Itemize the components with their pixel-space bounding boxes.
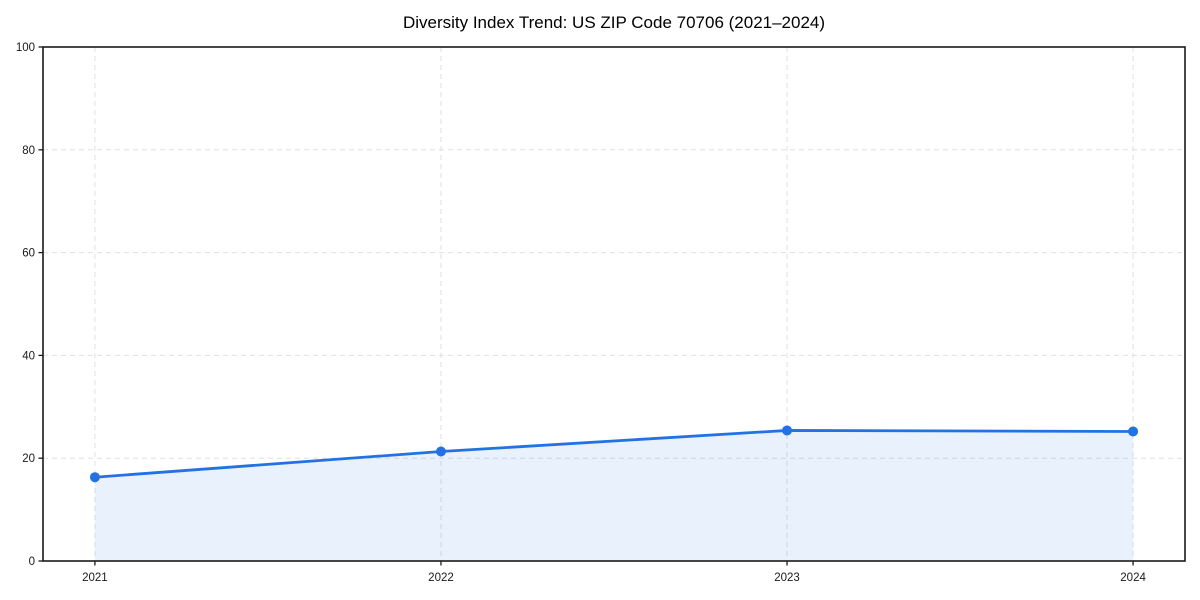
chart-title: Diversity Index Trend: US ZIP Code 70706…: [402, 13, 826, 32]
x-tick-label: 2023: [774, 572, 800, 584]
plot-border: [42, 46, 1186, 562]
data-point: [435, 446, 446, 457]
data-point: [89, 472, 100, 483]
x-tick-label: 2024: [1120, 572, 1146, 584]
y-tick-label: 20: [22, 453, 35, 465]
y-tick-label: 60: [22, 248, 35, 260]
trend-line: [93, 429, 1135, 479]
y-tick-label: 100: [16, 42, 35, 54]
area-fill: [94, 430, 1134, 561]
x-tick-label: 2021: [82, 572, 108, 584]
y-tick-label: 0: [29, 556, 35, 568]
data-point: [782, 425, 793, 436]
data-point: [1128, 426, 1139, 437]
y-tick-label: 80: [22, 145, 35, 157]
x-tick-label: 2022: [428, 572, 454, 584]
y-tick-label: 40: [22, 350, 35, 362]
